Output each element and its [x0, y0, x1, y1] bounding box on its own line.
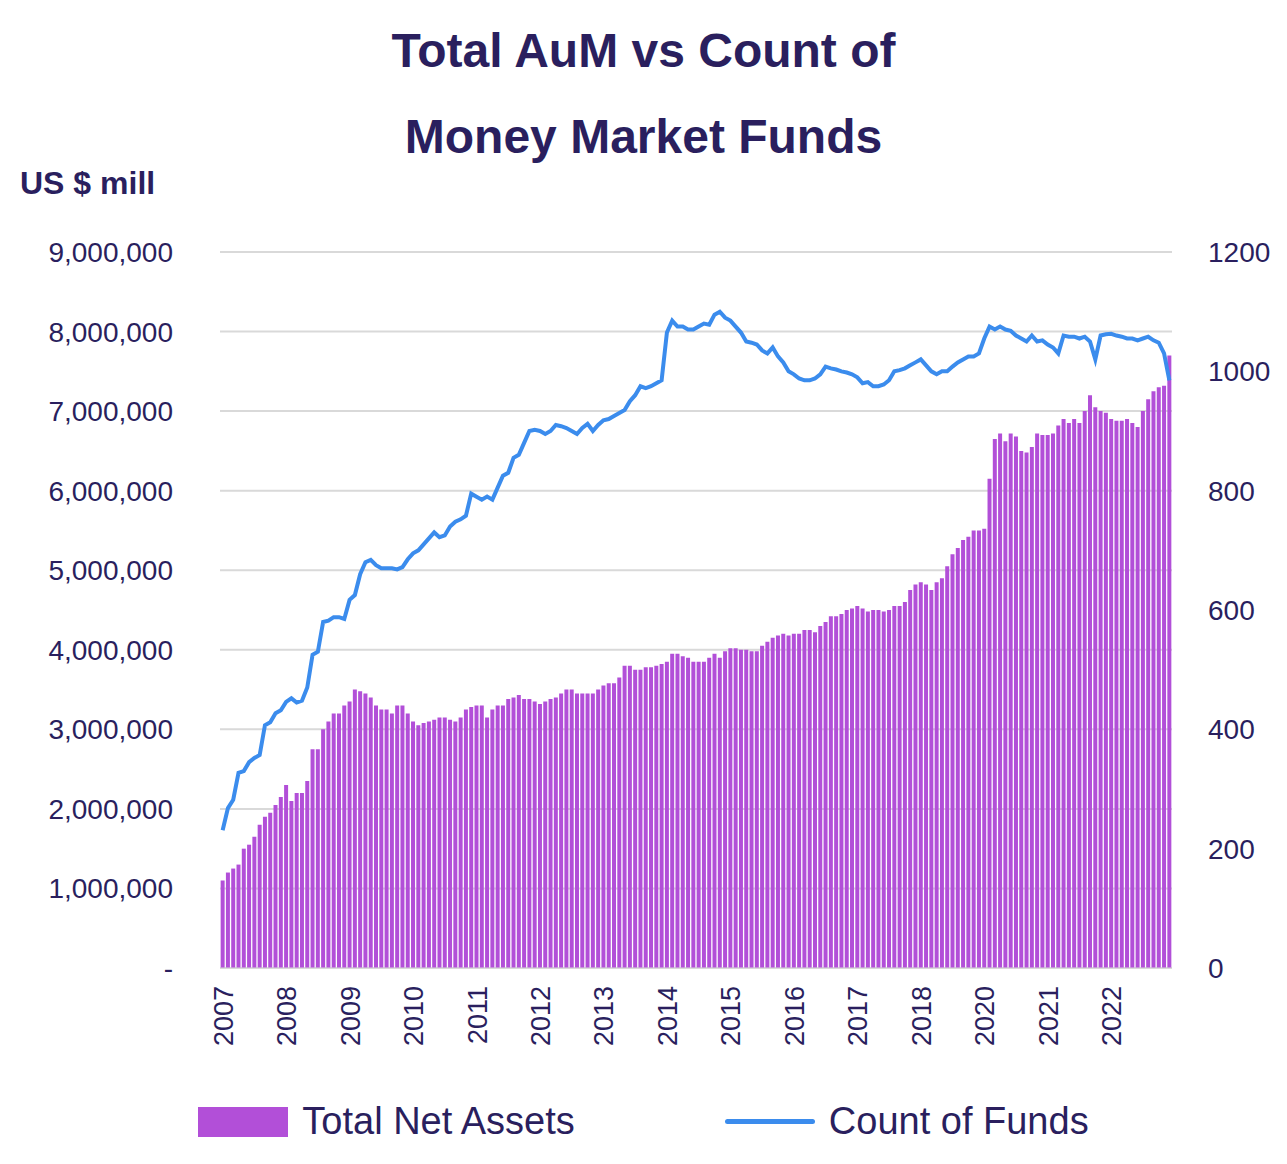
svg-text:2015: 2015	[716, 986, 746, 1046]
svg-text:1,000,000: 1,000,000	[48, 873, 173, 904]
html-text:Total Net Assets: Total Net Assets	[302, 1100, 575, 1142]
svg-text:8,000,000: 8,000,000	[48, 317, 173, 348]
svg-text:1200: 1200	[1208, 237, 1270, 268]
svg-text:0: 0	[1208, 953, 1224, 984]
svg-text:600: 600	[1208, 595, 1255, 626]
html-text:Count of Funds: Count of Funds	[828, 1100, 1089, 1142]
svg-text:7,000,000: 7,000,000	[48, 396, 173, 427]
svg-text:2017: 2017	[843, 986, 873, 1046]
svg-text:9,000,000: 9,000,000	[48, 237, 173, 268]
svg-text:2013: 2013	[589, 986, 619, 1046]
svg-text:2021: 2021	[1034, 986, 1064, 1046]
svg-text:2,000,000: 2,000,000	[48, 794, 173, 825]
svg-text:400: 400	[1208, 714, 1255, 745]
svg-text:2016: 2016	[780, 986, 810, 1046]
svg-text:2022: 2022	[1097, 986, 1127, 1046]
svg-text:200: 200	[1208, 834, 1255, 865]
html-text:US $ mill: US $ mill	[20, 165, 156, 201]
svg-text:2012: 2012	[526, 986, 556, 1046]
svg-text:2010: 2010	[399, 986, 429, 1046]
svg-text:5,000,000: 5,000,000	[48, 555, 173, 586]
svg-text:2018: 2018	[907, 986, 937, 1046]
svg-text:2007: 2007	[209, 986, 239, 1046]
svg-text:2011: 2011	[463, 986, 493, 1044]
svg-text:3,000,000: 3,000,000	[48, 714, 173, 745]
svg-text:-: -	[164, 953, 173, 984]
svg-text:1000: 1000	[1208, 356, 1270, 387]
html-text:Total AuM vs Count of Money Ma: Total AuM vs Count of Money Market Funds	[391, 24, 896, 163]
svg-text:800: 800	[1208, 476, 1255, 507]
svg-text:2008: 2008	[272, 986, 302, 1046]
svg-text:4,000,000: 4,000,000	[48, 635, 173, 666]
svg-text:6,000,000: 6,000,000	[48, 476, 173, 507]
svg-text:2020: 2020	[970, 986, 1000, 1046]
svg-text:2014: 2014	[653, 986, 683, 1046]
svg-text:2009: 2009	[336, 986, 366, 1046]
